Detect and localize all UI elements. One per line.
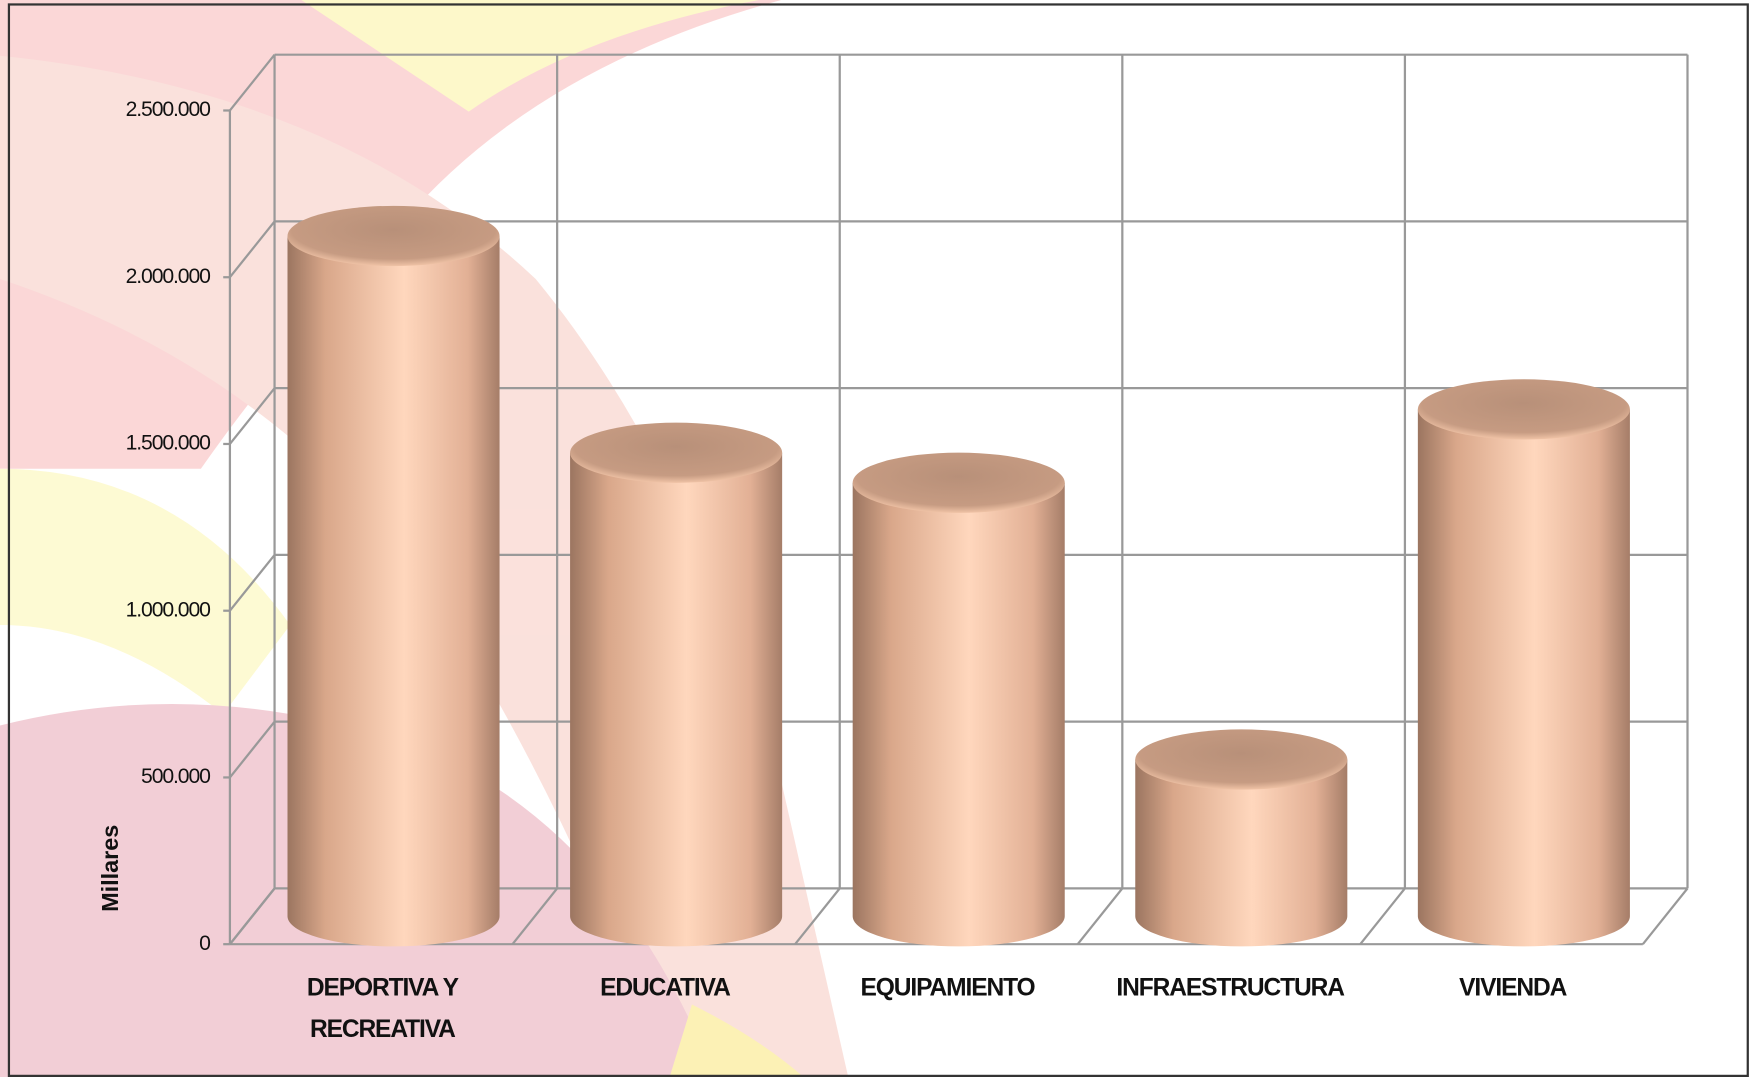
y-tick-label: 500.000 [141,765,210,788]
x-tick-group: DEPORTIVA Y RECREATIVA [241,967,524,1067]
x-tick-group: EDUCATIVA [524,967,807,1067]
bar-top [1135,729,1347,789]
y-tick-label: 2.000.000 [126,265,211,288]
bar-body [288,236,500,946]
y-tick-label: 1.500.000 [126,432,211,455]
floor-line [1360,888,1405,944]
x-tick-label: EQUIPAMIENTO [806,967,1089,1008]
bar [1418,379,1630,946]
bar-body [853,483,1065,947]
bar-top [570,423,782,483]
y-tick-label: 2.500.000 [126,98,211,121]
bar-top [288,206,500,266]
bar [1135,729,1347,946]
y-axis-title: Millares [97,825,123,912]
bar [570,423,782,947]
y-tick-label: 1.000.000 [126,598,211,621]
page: {"chart_data": {"type": "cylinder-bar", … [0,0,1750,1077]
x-tick-group: VIVIENDA [1371,967,1654,1067]
bar [288,206,500,947]
bar-top [1418,379,1630,439]
bar [853,453,1065,947]
x-tick-label: VIVIENDA [1371,967,1654,1008]
bar-top [853,453,1065,513]
x-tick-label: DEPORTIVA Y RECREATIVA [299,967,466,1050]
floor-line [1643,888,1688,944]
x-tick-label: EDUCATIVA [524,967,807,1008]
x-tick-group: INFRAESTRUCTURA [1089,967,1372,1067]
y-tick-label: 0 [199,932,210,955]
chart: Millares 0 500.000 1.000.000 1.500.000 2.000… [0,0,1750,1077]
bar-body [1418,409,1630,946]
x-tick-group: EQUIPAMIENTO [806,967,1089,1067]
floor-line [1078,888,1123,944]
bar-body [570,453,782,947]
x-tick-label: INFRAESTRUCTURA [1089,967,1372,1008]
